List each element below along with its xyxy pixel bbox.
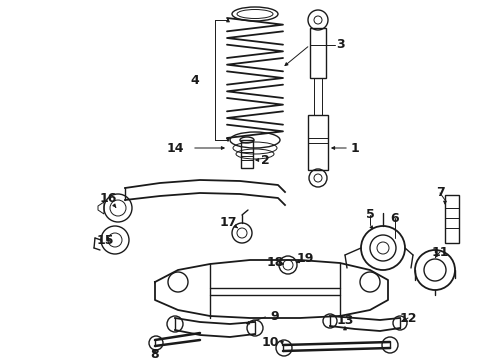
Text: 15: 15 (96, 234, 114, 247)
Circle shape (360, 272, 380, 292)
Text: 12: 12 (399, 311, 417, 324)
Text: 16: 16 (99, 192, 117, 204)
Text: 2: 2 (261, 153, 270, 166)
Text: 4: 4 (191, 73, 199, 86)
Text: 18: 18 (266, 256, 284, 269)
Text: 9: 9 (270, 310, 279, 323)
Text: 8: 8 (151, 348, 159, 360)
Text: 5: 5 (366, 208, 374, 221)
Text: 14: 14 (166, 141, 184, 154)
Text: 6: 6 (391, 211, 399, 225)
Text: 3: 3 (336, 39, 344, 51)
Text: 17: 17 (219, 216, 237, 229)
Text: 7: 7 (436, 186, 444, 199)
Circle shape (168, 272, 188, 292)
Text: 1: 1 (351, 141, 359, 154)
Text: 13: 13 (336, 314, 354, 327)
Text: 11: 11 (431, 246, 449, 258)
Text: 10: 10 (261, 336, 279, 348)
Text: 19: 19 (296, 252, 314, 265)
